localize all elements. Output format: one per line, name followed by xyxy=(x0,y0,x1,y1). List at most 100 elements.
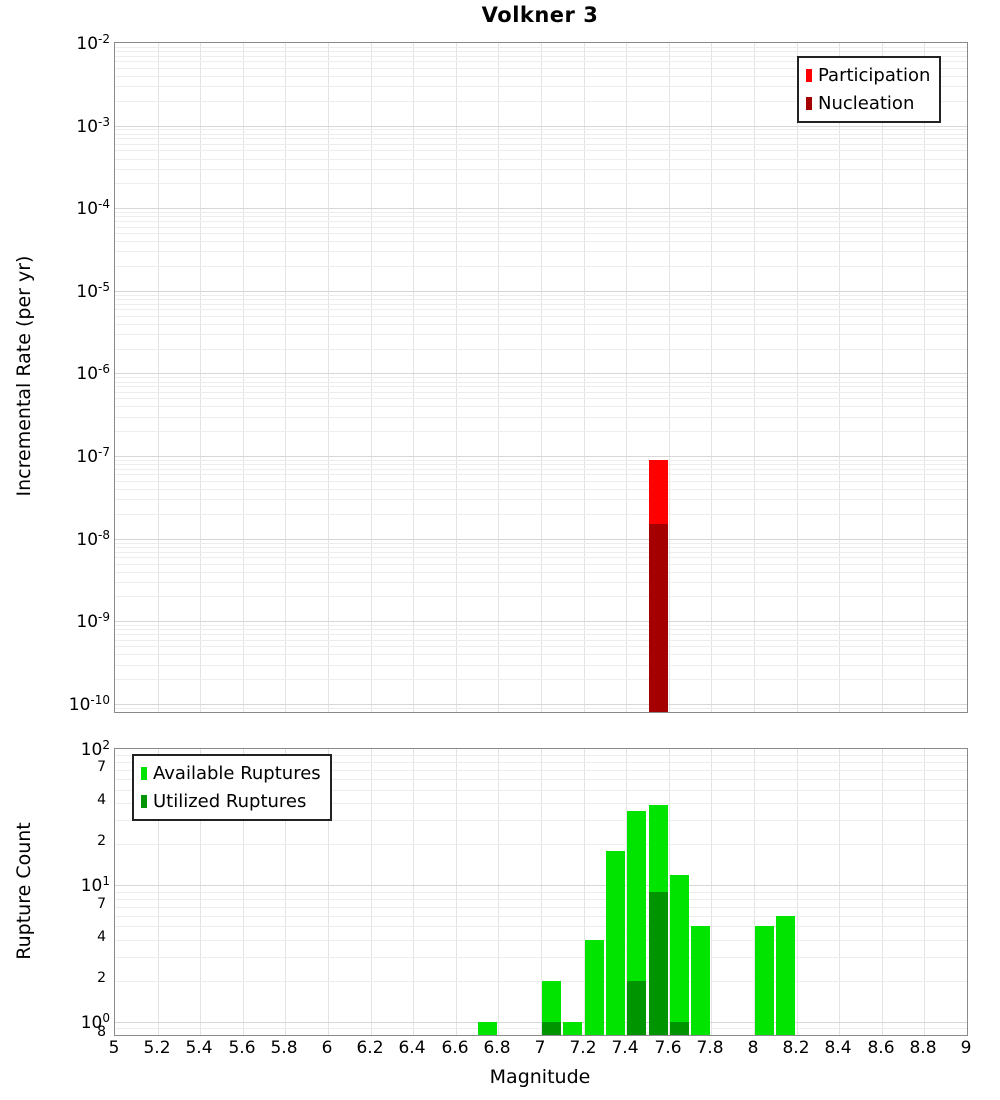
gridline-minor xyxy=(115,514,967,515)
incremental-rate-plot-area xyxy=(114,42,968,713)
y-tick-label: 10-9 xyxy=(76,610,110,632)
gridline-minor xyxy=(115,460,967,461)
gridline-minor xyxy=(115,907,967,908)
gridline-minor xyxy=(115,543,967,544)
y-tick-label: 10-7 xyxy=(76,445,110,467)
gridline-minor xyxy=(115,227,967,228)
gridline-minor xyxy=(115,251,967,252)
gridline-major xyxy=(115,885,967,886)
available-ruptures-bar xyxy=(670,875,689,1035)
gridline-minor xyxy=(115,640,967,641)
gridline-minor xyxy=(115,68,967,69)
y-tick-label: 10-10 xyxy=(68,693,110,715)
gridline-minor xyxy=(115,957,967,958)
gridline-minor xyxy=(115,572,967,573)
gridline-minor xyxy=(115,547,967,548)
gridline-minor xyxy=(115,61,967,62)
gridline-major xyxy=(115,539,967,540)
y-tick-label: 10-8 xyxy=(76,528,110,550)
gridline-minor xyxy=(115,499,967,500)
gridline-minor xyxy=(115,654,967,655)
y-tick-label: 2 xyxy=(97,833,106,849)
x-tick-label: 8.4 xyxy=(824,1038,852,1058)
gridline-minor xyxy=(115,755,967,756)
x-tick-label: 5.6 xyxy=(228,1038,256,1058)
available-ruptures-bar xyxy=(755,926,774,1035)
gridline-minor xyxy=(115,708,967,709)
x-tick-label: 5.8 xyxy=(270,1038,298,1058)
gridline-minor xyxy=(115,629,967,630)
gridline-minor xyxy=(115,596,967,597)
gridline-major xyxy=(115,1022,967,1023)
x-tick-label: 6 xyxy=(321,1038,333,1058)
gridline-minor xyxy=(115,212,967,213)
gridline-minor xyxy=(115,51,967,52)
x-tick-label: 7.8 xyxy=(696,1038,724,1058)
x-tick-label: 6.6 xyxy=(441,1038,469,1058)
legend-label: Available Ruptures xyxy=(153,763,321,784)
gridline-minor xyxy=(115,899,967,900)
gridline-minor xyxy=(115,150,967,151)
gridline-major xyxy=(115,126,967,127)
y-tick-label: 10-5 xyxy=(76,280,110,302)
y-tick-label: 101 xyxy=(80,874,110,896)
gridline-minor xyxy=(115,221,967,222)
y-tick-label: 100 xyxy=(80,1011,110,1033)
available-ruptures-bar xyxy=(563,1022,582,1035)
nucleation-bar xyxy=(649,524,668,712)
available-ruptures-bar xyxy=(776,916,795,1035)
y-tick-label: 7 xyxy=(97,896,106,912)
gridline-minor xyxy=(115,129,967,130)
gridline-minor xyxy=(115,790,967,791)
gridline-major xyxy=(115,373,967,374)
gridline-minor xyxy=(115,665,967,666)
gridline-minor xyxy=(115,844,967,845)
gridline-minor xyxy=(115,474,967,475)
gridline-minor xyxy=(115,582,967,583)
gridline-minor xyxy=(115,634,967,635)
utilized-ruptures-bar xyxy=(670,1022,689,1035)
utilized-ruptures-legend-marker-icon xyxy=(141,795,147,809)
x-tick-label: 7.6 xyxy=(654,1038,682,1058)
gridline-minor xyxy=(115,324,967,325)
gridline-minor xyxy=(115,679,967,680)
y-tick-label: 10-3 xyxy=(76,115,110,137)
gridline-minor xyxy=(115,417,967,418)
available-ruptures-bar xyxy=(691,926,710,1035)
y-tick-label: 2 xyxy=(97,970,106,986)
x-tick-label: 7.2 xyxy=(569,1038,597,1058)
gridline-minor xyxy=(115,86,967,87)
gridline-minor xyxy=(115,266,967,267)
available-ruptures-legend-marker-icon xyxy=(141,767,147,781)
gridline-minor xyxy=(115,377,967,378)
gridline-minor xyxy=(115,241,967,242)
gridline-minor xyxy=(115,233,967,234)
gridline-minor xyxy=(115,316,967,317)
gridline-major xyxy=(115,208,967,209)
gridline-minor xyxy=(115,295,967,296)
available-ruptures-bar xyxy=(627,811,646,1035)
gridline-minor xyxy=(115,309,967,310)
y-tick-label: 102 xyxy=(80,738,110,760)
gridline-minor xyxy=(115,820,967,821)
x-tick-label: 6.2 xyxy=(356,1038,384,1058)
legend-label: Utilized Ruptures xyxy=(153,791,307,813)
x-axis-title: Magnitude xyxy=(489,1066,591,1088)
utilized-ruptures-bar xyxy=(542,1022,561,1035)
nucleation-legend-marker-icon xyxy=(806,97,812,111)
legend-label: Nucleation xyxy=(818,93,915,115)
gridline-minor xyxy=(115,386,967,387)
rupture-count-legend: Available Ruptures Utilized Ruptures xyxy=(132,754,332,822)
gridline-major xyxy=(115,704,967,705)
gridline-minor xyxy=(115,625,967,626)
gridline-minor xyxy=(115,940,967,941)
gridline-minor xyxy=(115,803,967,804)
gridline-minor xyxy=(115,47,967,48)
gridline-minor xyxy=(115,1028,967,1029)
y-tick-label: 8 xyxy=(97,1024,106,1040)
gridline-minor xyxy=(115,144,967,145)
x-tick-label: 5.2 xyxy=(143,1038,171,1058)
gridline-minor xyxy=(115,464,967,465)
legend-label: Participation xyxy=(818,65,931,86)
